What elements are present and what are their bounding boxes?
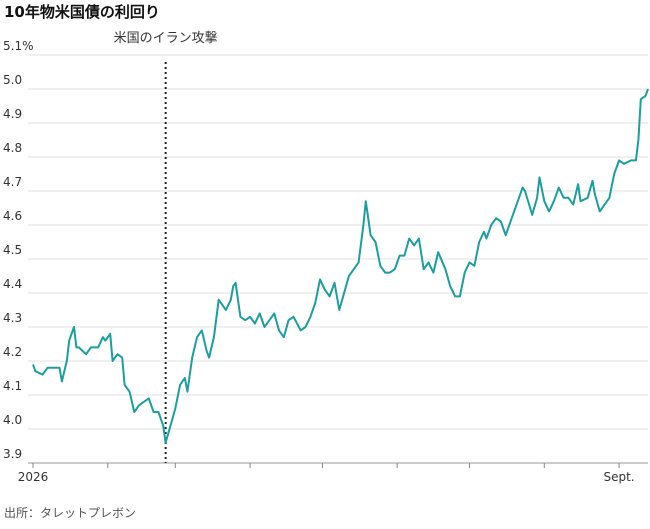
chart-title: 10年物米国債の利回り [4,3,160,21]
y-tick-label: 4.4 [3,277,22,291]
y-tick-label: 4.9 [3,107,22,121]
y-tick-label: 4.5 [3,243,22,257]
y-tick-label: 4.1 [3,379,22,393]
y-tick-label: 4.3 [3,311,22,325]
y-tick-label: 5.1% [3,39,34,53]
x-tick-label: 2026 [18,470,49,484]
y-tick-label: 5.0 [3,73,22,87]
data-line [32,88,649,444]
y-tick-label: 4.0 [3,413,22,427]
y-tick-label: 4.7 [3,175,22,189]
y-tick-label: 4.2 [3,345,22,359]
y-tick-label: 3.9 [3,447,22,461]
x-tick-label: Sept. [603,470,634,484]
y-tick-label: 4.8 [3,141,22,155]
source-note: 出所：タレットプレボン [4,506,136,520]
y-tick-label: 4.6 [3,209,22,223]
annotation-text: 米国のイラン攻撃 [114,30,218,46]
